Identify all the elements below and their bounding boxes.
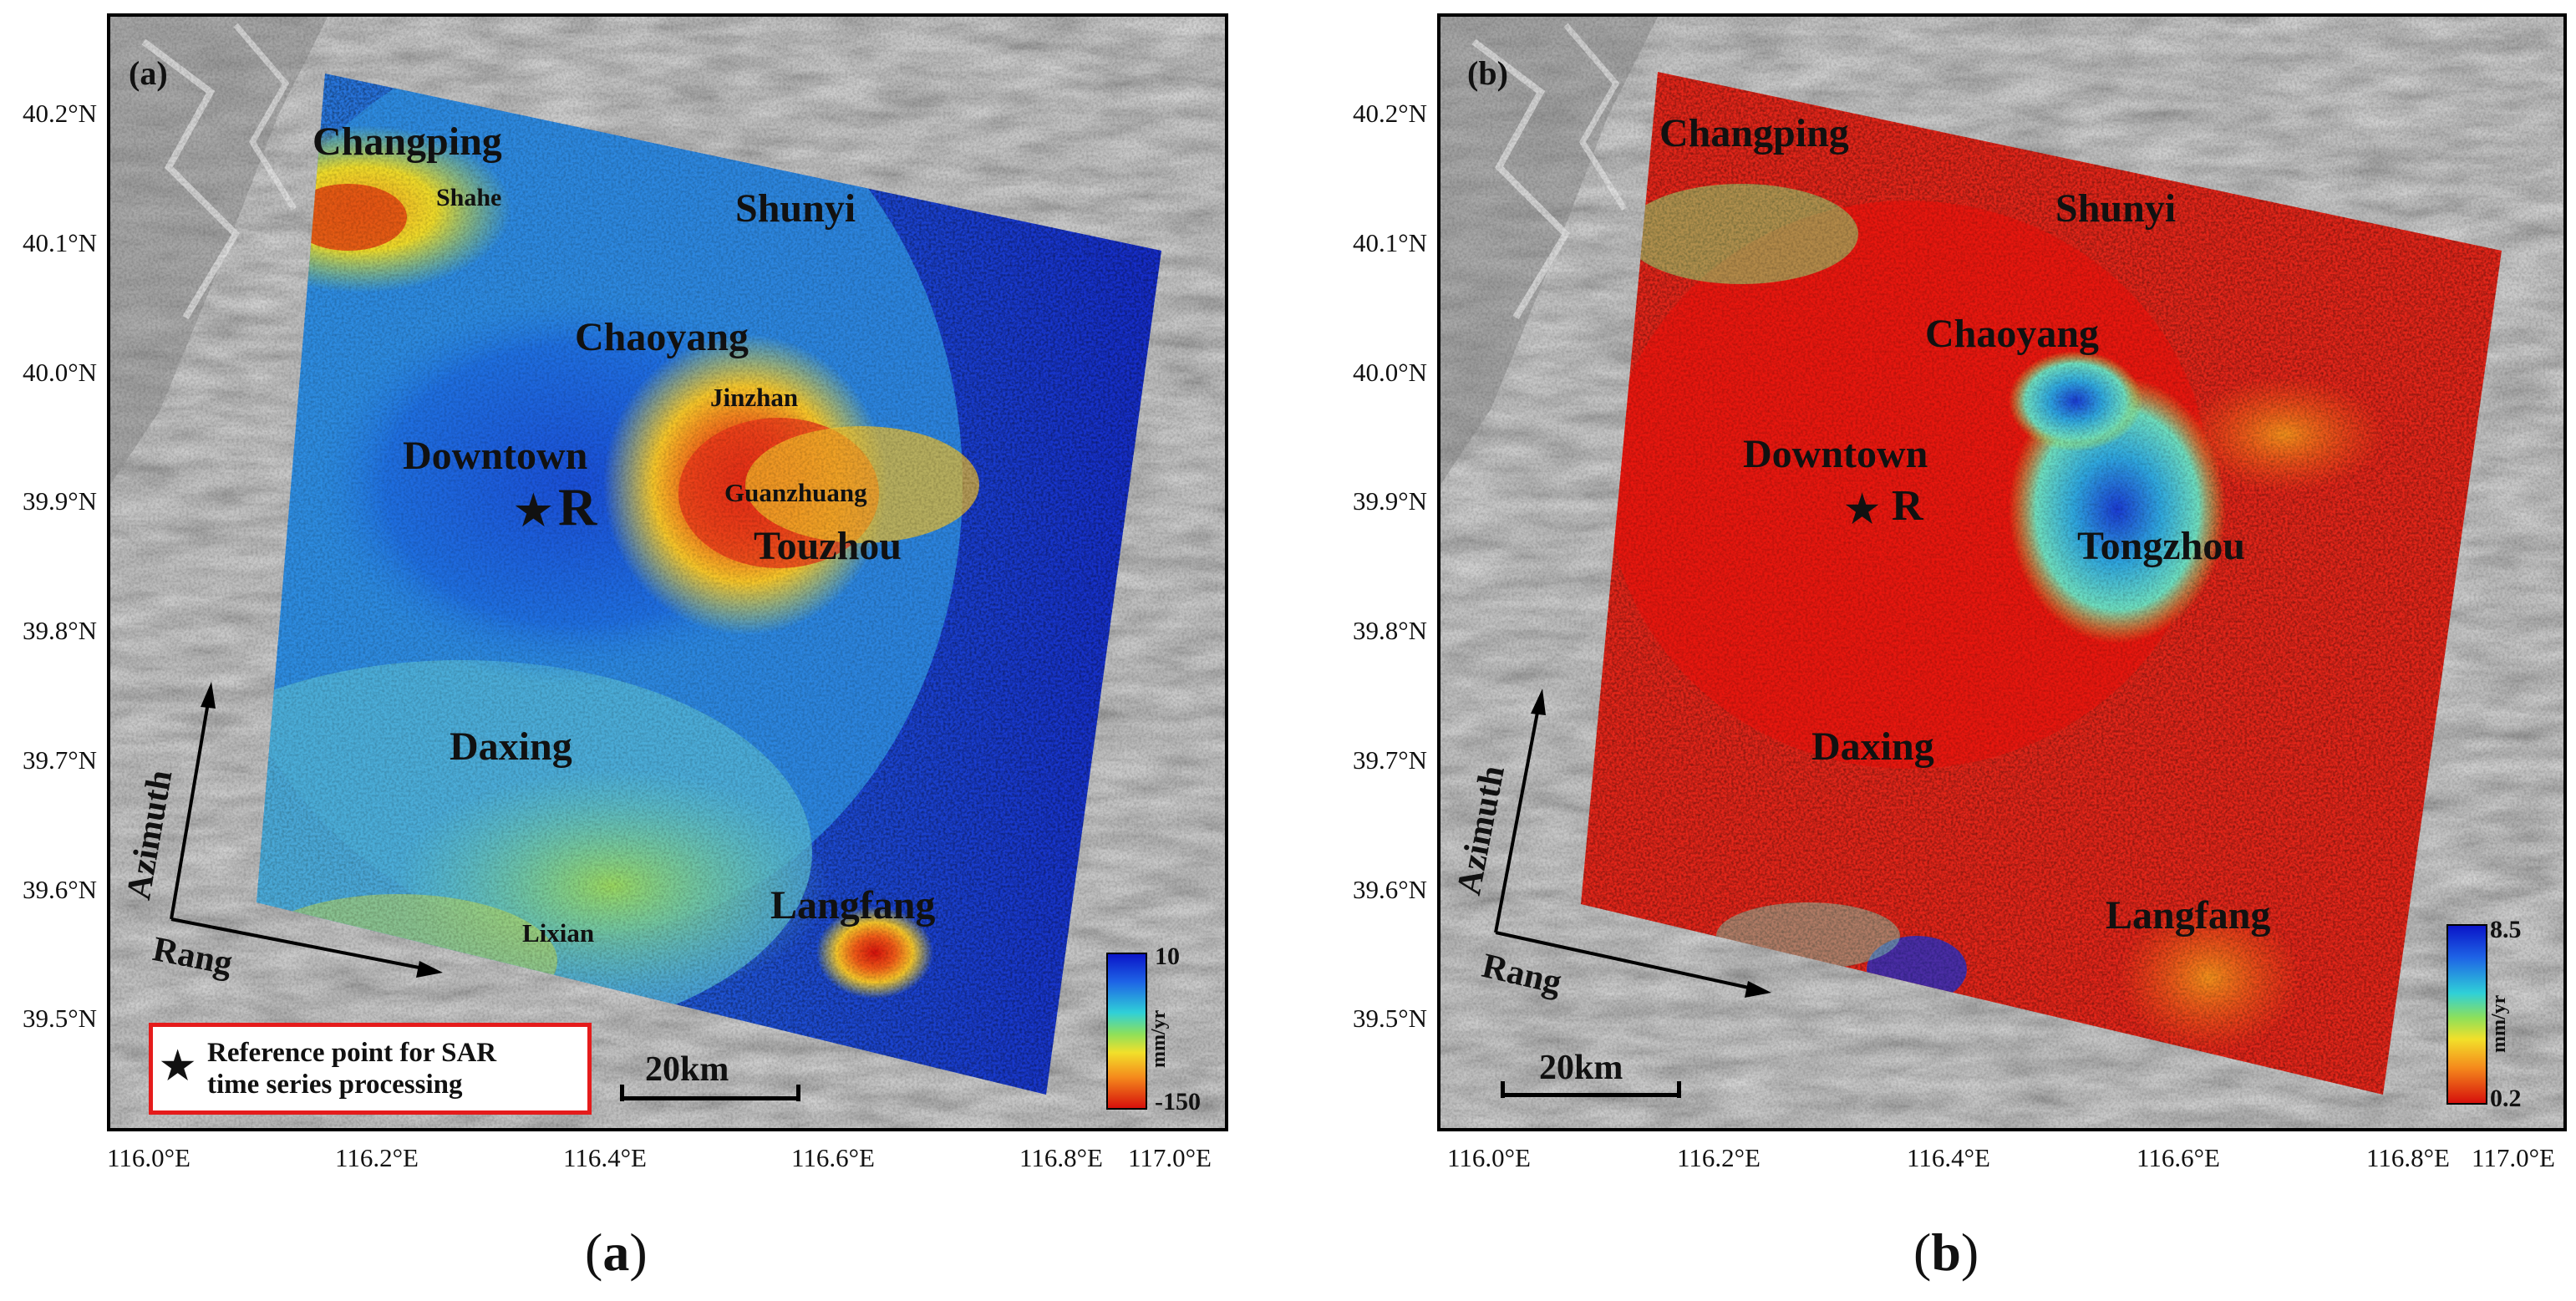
place-daxing: Daxing (1811, 724, 1934, 769)
place-shunyi: Shunyi (2055, 186, 2177, 231)
lat-tick-label: 40.1°N (22, 228, 97, 257)
place-east-district: Touzhou (754, 524, 902, 568)
lat-tick-label: 39.8°N (1352, 616, 1427, 645)
scale-bar (1501, 1093, 1681, 1097)
map-frame-a: Changping Shahe Shunyi Chaoyang Jinzhan … (107, 13, 1228, 1131)
lon-tick-label: 116.0°E (1447, 1143, 1531, 1172)
caption-b-letter: b (1931, 1222, 1961, 1282)
scale-bar-end-left (1501, 1081, 1505, 1098)
lon-tick-label: 116.8°E (1019, 1143, 1103, 1172)
scale-bar-label: 20km (1539, 1049, 1623, 1087)
colorbar-a-min: -150 (1155, 1088, 1201, 1116)
scale-bar-end-right (796, 1085, 800, 1101)
lat-tick-label: 40.1°N (1352, 228, 1427, 257)
reference-label: R (1892, 482, 1923, 530)
azimuth-range-arrows (1494, 689, 1771, 998)
legend-line-2: time series processing (207, 1070, 463, 1100)
lat-tick-label: 39.9°N (22, 486, 97, 516)
lat-tick-label: 39.7°N (22, 745, 97, 775)
place-guanzhuang: Guanzhuang (724, 478, 867, 507)
place-jinzhan: Jinzhan (710, 383, 799, 412)
lon-tick-label: 117.0°E (2472, 1143, 2555, 1172)
legend-box (149, 1023, 592, 1115)
place-changping: Changping (312, 119, 502, 164)
scale-bar (620, 1096, 800, 1100)
place-downtown: Downtown (1743, 432, 1928, 476)
panel-letter-a: (a) (129, 54, 168, 92)
lon-tick-label: 116.8°E (2366, 1143, 2450, 1172)
lat-tick-label: 39.7°N (1352, 745, 1427, 775)
place-chaoyang: Chaoyang (1925, 312, 2100, 356)
place-downtown: Downtown (403, 434, 588, 478)
scale-bar-end-right (1677, 1081, 1681, 1098)
lon-tick-label: 116.6°E (2137, 1143, 2220, 1172)
legend-line-1: Reference point for SAR (207, 1038, 497, 1068)
caption-b: (b) (1913, 1222, 1979, 1282)
map-canvas-b (1440, 17, 2563, 1128)
place-changping: Changping (1659, 111, 1849, 155)
scale-bar-label: 20km (645, 1050, 729, 1089)
lat-tick-label: 40.2°N (22, 99, 97, 128)
azimuth-range-arrows (170, 682, 443, 978)
scale-bar-end-left (620, 1085, 624, 1101)
lat-tick-label: 39.8°N (22, 616, 97, 645)
reference-star-icon: ★ (1845, 488, 1880, 531)
colorbar-b-max: 8.5 (2490, 916, 2522, 943)
lat-tick-label: 40.0°N (22, 358, 97, 387)
colorbar-a (1106, 953, 1147, 1110)
lat-tick-label: 39.9°N (1352, 486, 1427, 516)
caption-a: (a) (585, 1222, 648, 1282)
place-east-district: Tongzhou (2077, 524, 2245, 568)
reference-star-icon: ★ (515, 487, 552, 534)
colorbar-b (2446, 924, 2487, 1105)
place-lixian: Lixian (522, 918, 595, 948)
colorbar-b-unit: mm/yr (2488, 994, 2510, 1053)
lon-tick-label: 116.2°E (335, 1143, 419, 1172)
colorbar-a-unit: mm/yr (1148, 1009, 1170, 1068)
lat-tick-label: 39.5°N (1352, 1004, 1427, 1033)
lon-tick-label: 116.2°E (1677, 1143, 1761, 1172)
lat-tick-label: 40.0°N (1352, 358, 1427, 387)
colorbar-a-max: 10 (1155, 943, 1180, 970)
place-daxing: Daxing (450, 724, 572, 769)
legend-star-icon: ★ (160, 1044, 196, 1087)
caption-a-letter: a (602, 1222, 630, 1282)
panel-letter-b: (b) (1467, 54, 1508, 92)
reference-label: R (558, 477, 597, 536)
map-frame-b: Changping Shunyi Chaoyang Downtown Tongz… (1437, 13, 2567, 1131)
place-langfang: Langfang (2106, 893, 2271, 938)
lat-tick-label: 39.6°N (1352, 875, 1427, 904)
lon-tick-label: 117.0°E (1128, 1143, 1212, 1172)
place-chaoyang: Chaoyang (575, 315, 749, 359)
lon-tick-label: 116.0°E (107, 1143, 191, 1172)
colorbar-b-min: 0.2 (2490, 1085, 2522, 1112)
lon-tick-label: 116.4°E (563, 1143, 647, 1172)
lon-tick-label: 116.4°E (1907, 1143, 1990, 1172)
lat-tick-label: 39.5°N (22, 1004, 97, 1033)
place-shahe: Shahe (436, 184, 502, 211)
place-shunyi: Shunyi (735, 186, 856, 231)
lat-tick-label: 39.6°N (22, 875, 97, 904)
lat-tick-label: 40.2°N (1352, 99, 1427, 128)
lon-tick-label: 116.6°E (791, 1143, 875, 1172)
place-langfang: Langfang (770, 883, 936, 927)
